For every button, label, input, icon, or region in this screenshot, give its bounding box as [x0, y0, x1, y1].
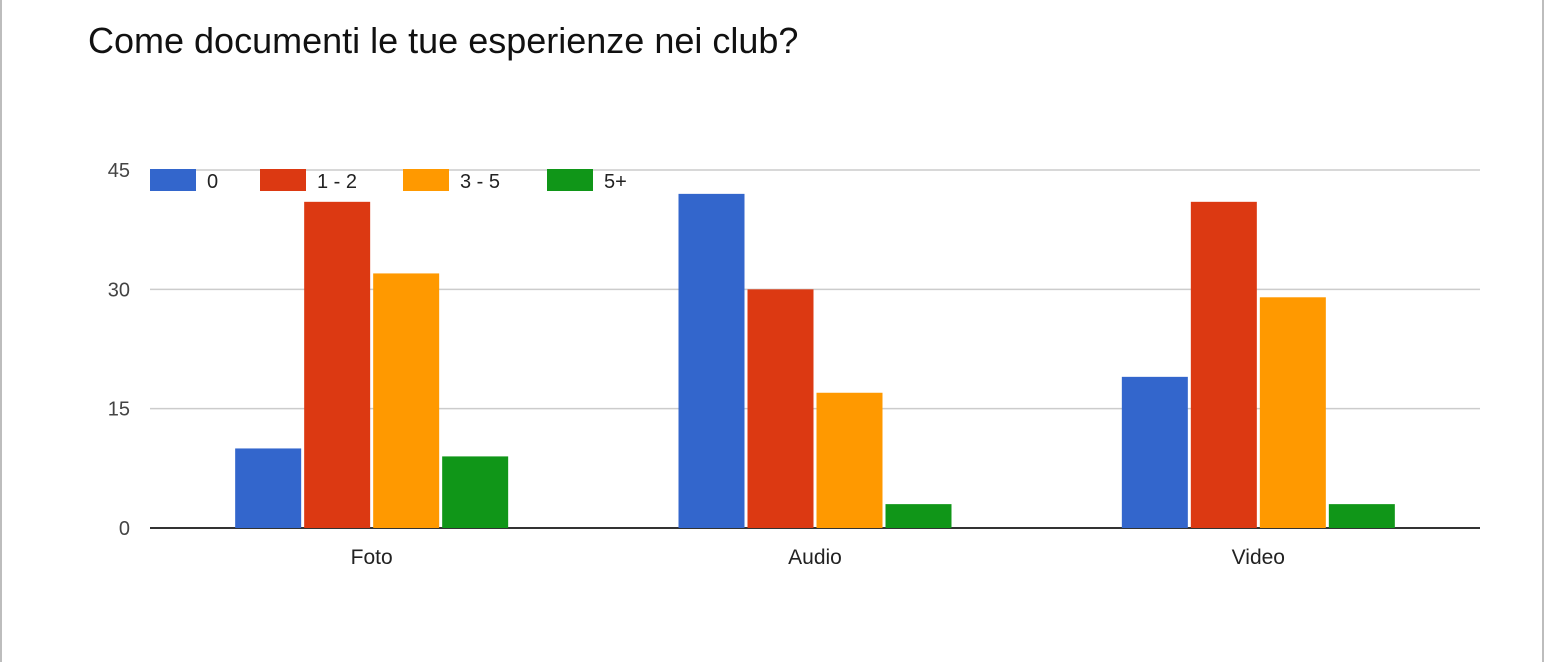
x-category-label: Foto — [351, 546, 393, 569]
x-category-label: Video — [1232, 546, 1285, 569]
bar-audio-series-0 — [678, 193, 745, 528]
legend-swatch — [403, 169, 449, 191]
legend-label: 3 - 5 — [460, 171, 500, 193]
bar-foto-series-2 — [373, 273, 440, 528]
legend-swatch — [547, 169, 593, 191]
bar-audio-series-3 — [885, 504, 952, 528]
bar-video-series-2 — [1259, 297, 1326, 528]
legend-label: 1 - 2 — [317, 171, 357, 193]
bar-audio-series-2 — [816, 392, 883, 528]
bars — [235, 193, 1395, 529]
bar-foto-series-1 — [304, 201, 371, 529]
y-tick-label: 15 — [108, 399, 130, 421]
x-tick-labels: Foto Audio Video — [351, 546, 1285, 569]
x-category-label: Audio — [788, 546, 842, 569]
bar-foto-series-0 — [235, 448, 302, 528]
y-tick-label: 30 — [108, 279, 130, 301]
legend-label: 5+ — [604, 171, 627, 193]
legend-swatch — [150, 169, 196, 191]
y-tick-label: 0 — [119, 518, 130, 540]
legend: 0 1 - 2 3 - 5 5+ — [150, 169, 627, 193]
legend-swatch — [260, 169, 306, 191]
bar-audio-series-1 — [747, 289, 814, 528]
bar-video-series-0 — [1121, 376, 1188, 528]
legend-label: 0 — [207, 171, 218, 193]
chart-title: Come documenti le tue esperienze nei clu… — [88, 20, 799, 61]
bar-video-series-3 — [1328, 504, 1395, 528]
bar-video-series-1 — [1190, 201, 1257, 529]
y-tick-label: 45 — [108, 160, 130, 182]
gridlines — [150, 169, 1480, 529]
bar-foto-series-3 — [442, 456, 509, 528]
y-tick-labels: 0 15 30 45 — [108, 160, 130, 540]
